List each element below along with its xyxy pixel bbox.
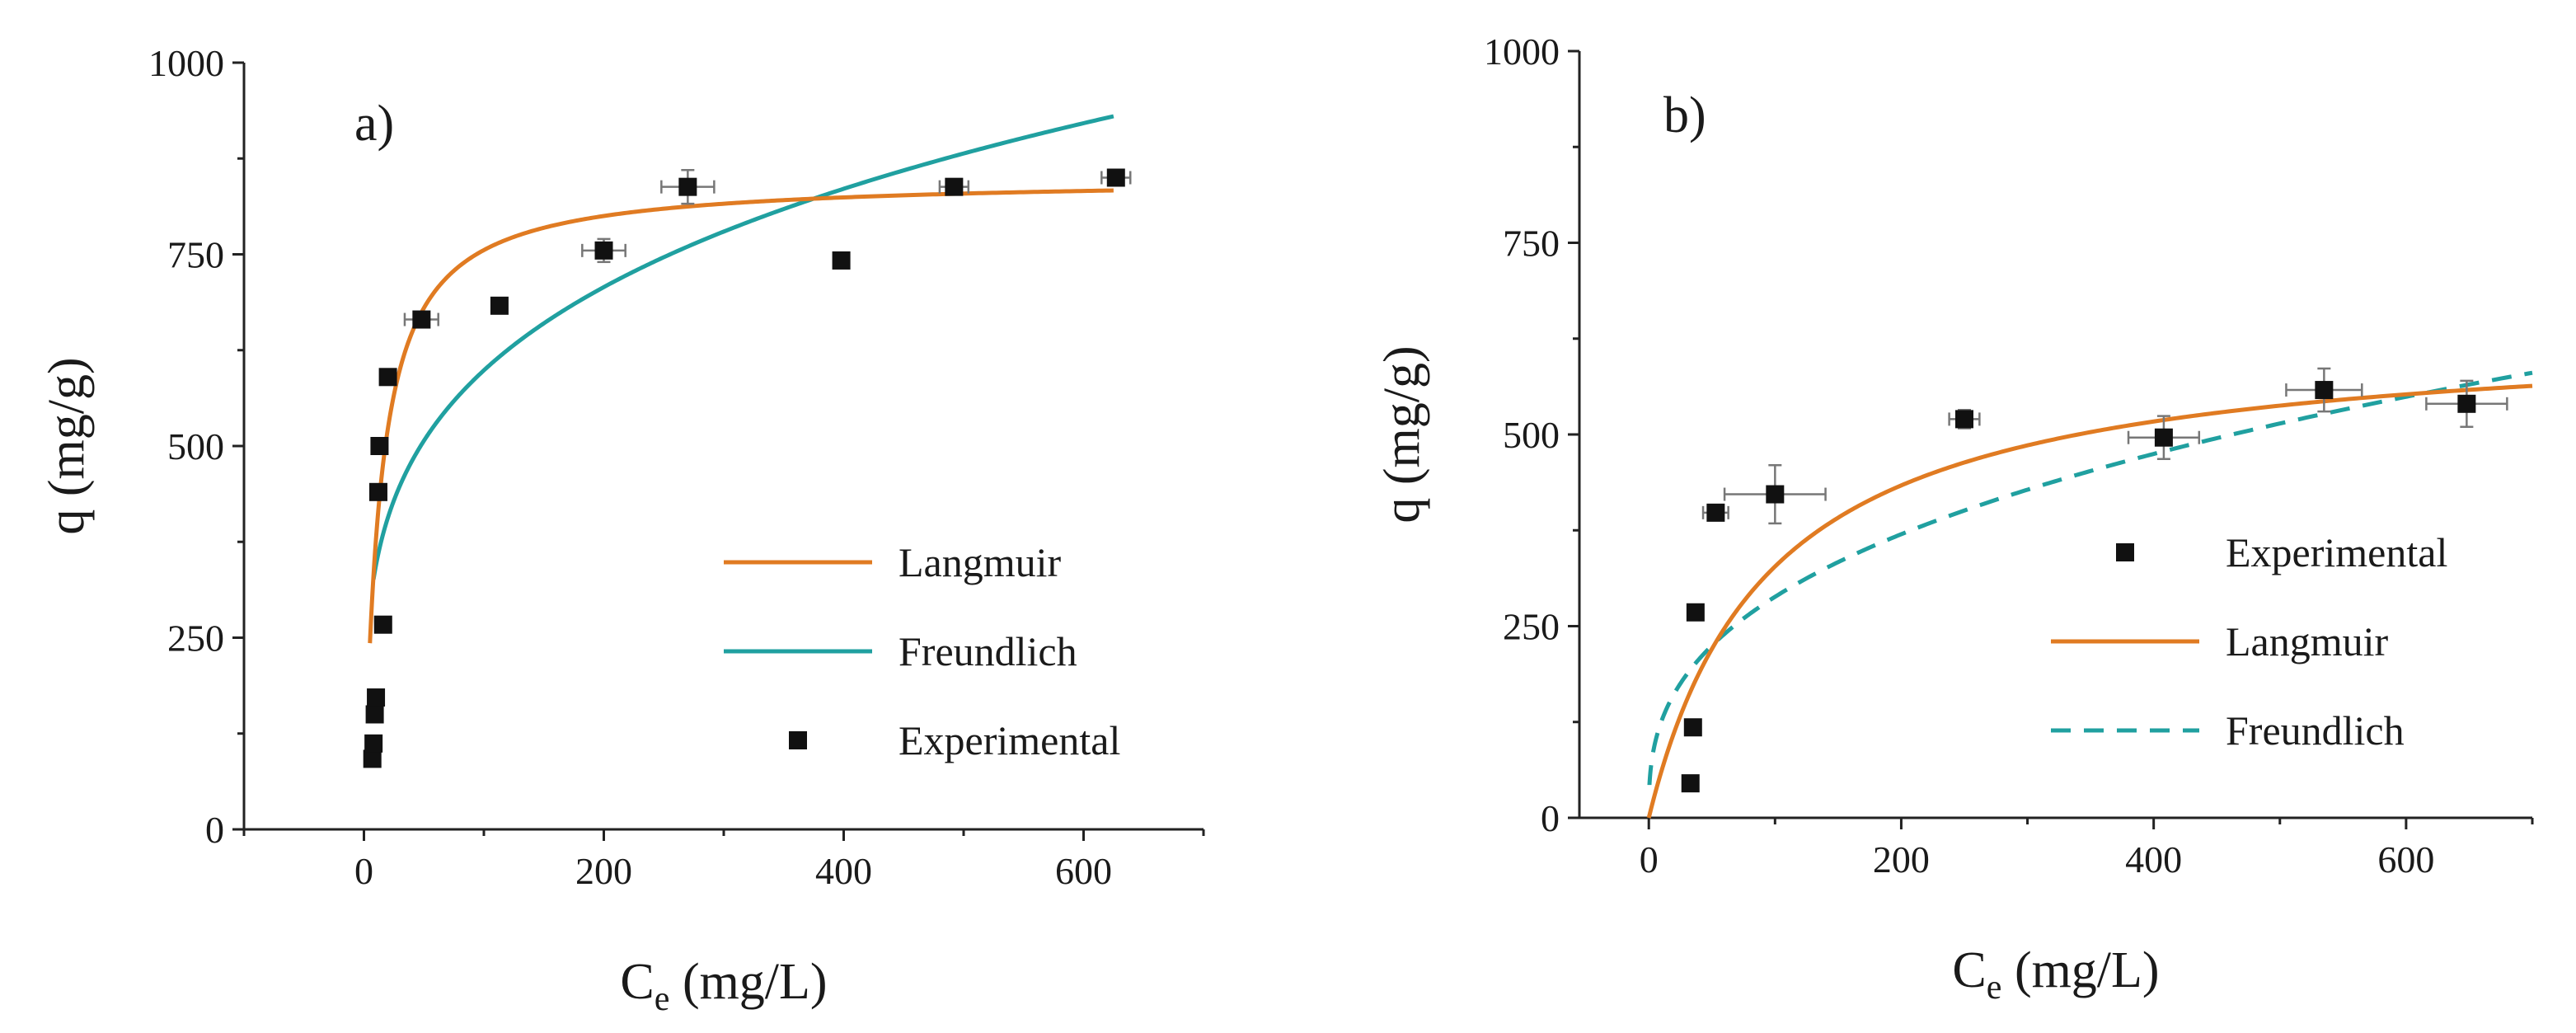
- panel-b-y-tick-label-3: 750: [1503, 223, 1560, 265]
- panel-b-data-point-0: [1681, 774, 1700, 793]
- panel-a-x-axis-title: Ce (mg/L): [620, 954, 827, 1018]
- panel-b-data-point-4: [1766, 485, 1785, 504]
- panel-a-legend-marker-2: [789, 731, 807, 749]
- panel-a-chart: 0 200 400 600 0 250 500 750 1000 Ce (mg/L) q (mg/g…: [39, 42, 1205, 1018]
- panel-a-y-axis-title: q (mg/g): [39, 357, 95, 534]
- panel-a-x-title-sub: e: [655, 980, 670, 1018]
- panel-b-legend-label-1: Langmuir: [2226, 618, 2389, 664]
- panel-a-data-point-8: [412, 310, 431, 329]
- panel-b-legend-label-2: Freundlich: [2226, 707, 2405, 754]
- panel-a-y-tick-label-0: 0: [205, 809, 224, 851]
- panel-b-legend-marker-0: [2116, 543, 2134, 561]
- panel-a-x-tick-label-0: 0: [354, 850, 373, 892]
- panel-a-data-point-12: [832, 251, 851, 270]
- panel-a-freundlich-curve: [371, 114, 1114, 580]
- panel-a-legend-label-0: Langmuir: [899, 539, 1062, 585]
- panel-b-y-tick-label-4: 1000: [1484, 31, 1560, 73]
- panel-b-y-tick-label-2: 500: [1503, 414, 1560, 456]
- panel-b-x-title-sub: e: [1987, 969, 2002, 1007]
- panel-b-data-point-7: [2315, 381, 2334, 400]
- panel-a-data-point-14: [1106, 168, 1125, 187]
- panel-a-y-tick-label-3: 750: [167, 234, 224, 276]
- panel-b-data-point-8: [2457, 394, 2476, 413]
- panel-b-x-title-unit: (mg/L): [2001, 942, 2159, 998]
- panel-a-legend-label-1: Freundlich: [899, 628, 1077, 674]
- panel-b-x-tick-label-3: 600: [2377, 838, 2434, 880]
- panel-b-x-axis-title: Ce (mg/L): [1952, 942, 2159, 1007]
- panel-a-data-point-11: [678, 177, 697, 196]
- panel-b-data-point-1: [1683, 718, 1702, 737]
- panel-b-langmuir-curve: [1646, 383, 2533, 819]
- panel-a-x-title-unit: (mg/L): [669, 954, 827, 1010]
- panel-b-x-tick-label-0: 0: [1640, 838, 1659, 880]
- panel-b-data-point-5: [1954, 410, 1973, 429]
- panel-b-chart: 0 200 400 600 0 250 500 750 1000 Ce (mg/L) q (mg/g…: [1374, 31, 2534, 1007]
- panel-b-x-tick-label-2: 400: [2125, 838, 2182, 880]
- panel-a-data-point-7: [378, 368, 397, 387]
- panel-a-x-tick-label-2: 400: [815, 850, 872, 892]
- panel-b-label: b): [1663, 87, 1706, 143]
- panel-a-data-point-9: [490, 296, 509, 315]
- panel-a-x-tick-label-3: 600: [1055, 850, 1112, 892]
- panel-a-x-title-main: C: [620, 954, 654, 1010]
- panel-a-label: a): [354, 96, 394, 152]
- panel-a-data-point-13: [945, 177, 964, 196]
- panel-a-data-point-4: [368, 482, 387, 501]
- panel-a-data-point-3: [367, 688, 386, 707]
- panel-a-y-tick-label-1: 250: [167, 617, 224, 660]
- panel-b-x-title-main: C: [1952, 942, 1986, 998]
- panel-a-data-point-0: [363, 749, 382, 768]
- panel-b-freundlich-curve: [1647, 370, 2533, 786]
- panel-a-data-point-10: [594, 241, 613, 260]
- panel-b-data-point-2: [1686, 603, 1705, 622]
- panel-a-legend-label-2: Experimental: [899, 717, 1120, 763]
- panel-a-data-point-2: [365, 705, 384, 724]
- panel-a-y-tick-label-4: 1000: [148, 42, 224, 84]
- panel-a-y-tick-label-2: 500: [167, 425, 224, 467]
- panel-b-legend-label-0: Experimental: [2226, 529, 2447, 575]
- panel-b-x-tick-label-1: 200: [1873, 838, 1930, 880]
- panel-b-data-point-6: [2154, 428, 2173, 447]
- panel-a-langmuir-curve: [368, 188, 1114, 644]
- panel-b-data-point-3: [1706, 503, 1725, 522]
- panel-a-data-point-6: [373, 615, 392, 634]
- panel-b-y-tick-label-0: 0: [1541, 797, 1560, 839]
- panel-b-y-tick-label-1: 250: [1503, 606, 1560, 648]
- panel-a-x-tick-label-1: 200: [575, 850, 632, 892]
- panel-a-data-point-1: [364, 734, 383, 753]
- panel-b-y-axis-title: q (mg/g): [1374, 345, 1430, 523]
- panel-a-data-point-5: [370, 437, 389, 455]
